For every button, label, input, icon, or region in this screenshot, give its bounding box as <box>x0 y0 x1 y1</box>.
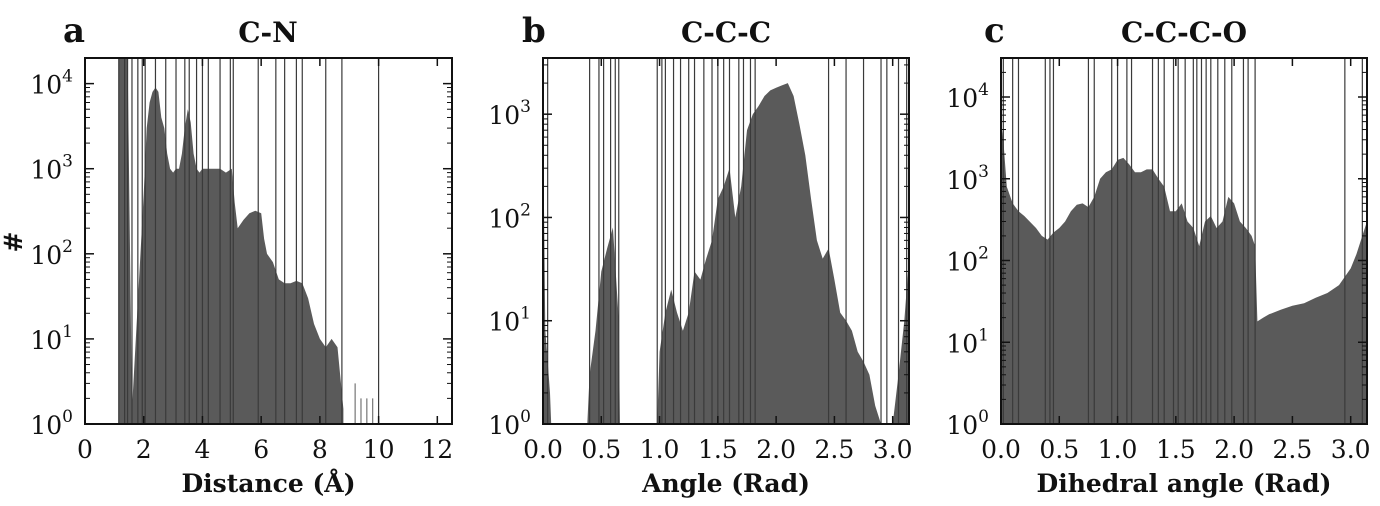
x-tick-label: 1.5 <box>698 435 738 464</box>
y-tick-label: 101 <box>488 304 531 337</box>
histogram-area <box>118 58 344 424</box>
panel-title: C-C-C <box>681 16 771 49</box>
x-tick-label: 2 <box>136 435 152 464</box>
y-tick-label: 100 <box>30 407 73 440</box>
x-tick-label: 12 <box>421 435 453 464</box>
x-tick-label: 0.5 <box>1039 435 1079 464</box>
y-tick-label: 102 <box>488 200 531 233</box>
y-tick-label: 101 <box>946 325 989 358</box>
x-tick-label: 8 <box>312 435 328 464</box>
y-tick-label: 103 <box>30 152 73 185</box>
panel-letter: a <box>63 11 85 51</box>
x-tick-label: 10 <box>363 435 395 464</box>
panel-b: 0.0 0.5 1.0 1.5 2.0 2.5 3.0 100 101 102 103 b C-C-C A… <box>488 11 912 498</box>
x-tick-label: 0.0 <box>981 435 1021 464</box>
x-tick-label: 2.5 <box>815 435 855 464</box>
axes-frame <box>1000 57 1368 425</box>
x-tick-label: 0 <box>77 435 93 464</box>
y-tick-label: 102 <box>946 244 989 277</box>
histogram-area <box>543 83 909 424</box>
panel-title: C-N <box>238 16 298 49</box>
y-tick-label: 100 <box>488 407 531 440</box>
y-axis-label: # <box>0 232 28 253</box>
x-axis-label: Angle (Rad) <box>641 469 810 498</box>
x-tick-label: 3.0 <box>873 435 913 464</box>
axes-frame <box>542 57 910 425</box>
x-tick-label: 2.5 <box>1273 435 1313 464</box>
x-tick-label: 2.0 <box>1214 435 1254 464</box>
y-tick-label: 103 <box>488 97 531 130</box>
x-tick-label: 6 <box>253 435 269 464</box>
histogram-area <box>1001 121 1367 424</box>
x-axis-label: Distance (Å) <box>181 469 355 498</box>
plot-area <box>543 58 909 424</box>
panel-c: 0.0 0.5 1.0 1.5 2.0 2.5 3.0 100 101 102 103 104 c C-C… <box>946 11 1370 498</box>
x-tick-label: 2.0 <box>756 435 796 464</box>
x-tick-label: 0.5 <box>581 435 621 464</box>
x-axis-label: Dihedral angle (Rad) <box>1037 469 1332 498</box>
axes-frame <box>84 57 453 425</box>
x-tick-label: 1.0 <box>640 435 680 464</box>
panel-title: C-C-C-O <box>1121 16 1247 49</box>
y-tick-label: 104 <box>946 80 989 113</box>
x-tick-label: 3.0 <box>1331 435 1371 464</box>
panel-letter: c <box>984 11 1005 51</box>
plot-area <box>1001 58 1367 424</box>
y-tick-label: 103 <box>946 162 989 195</box>
x-tick-label: 1.0 <box>1098 435 1138 464</box>
x-tick-label: 0.0 <box>523 435 563 464</box>
y-tick-label: 100 <box>946 407 989 440</box>
y-tick-label: 101 <box>30 322 73 355</box>
y-tick-label: 102 <box>30 237 73 270</box>
panel-a: 0 2 4 6 8 10 12 100 101 102 103 104 a C-N Distance (Å)… <box>0 11 453 498</box>
x-tick-label: 4 <box>194 435 210 464</box>
y-tick-label: 104 <box>30 67 73 100</box>
x-tick-label: 1.5 <box>1156 435 1196 464</box>
panel-letter: b <box>522 11 546 51</box>
plot-area <box>118 58 380 424</box>
